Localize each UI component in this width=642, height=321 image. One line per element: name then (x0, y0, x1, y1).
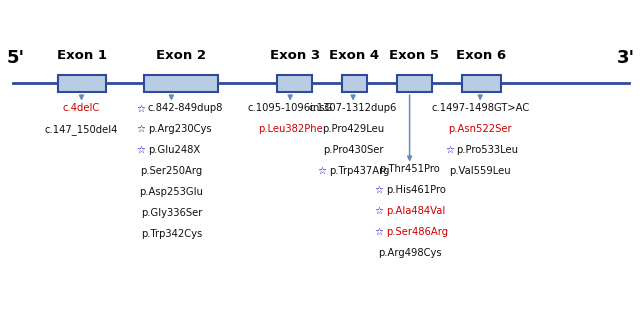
Text: Exon 3: Exon 3 (270, 49, 320, 62)
Text: p.Arg230Cys: p.Arg230Cys (148, 124, 211, 134)
Text: p.Trp342Cys: p.Trp342Cys (141, 229, 202, 239)
Text: p.Leu382Phe: p.Leu382Phe (258, 124, 322, 134)
Text: p.Glu248X: p.Glu248X (148, 145, 200, 155)
Bar (397, 75, 432, 92)
Text: c.842-849dup8: c.842-849dup8 (148, 103, 223, 113)
Text: ☆: ☆ (374, 206, 383, 216)
Text: p.Ser250Arg: p.Ser250Arg (141, 166, 202, 176)
Text: p.Thr451Pro: p.Thr451Pro (379, 164, 440, 174)
Text: p.Arg498Cys: p.Arg498Cys (377, 248, 442, 258)
Text: p.Ala484Val: p.Ala484Val (386, 206, 445, 216)
Text: 3': 3' (617, 49, 635, 67)
Text: Exon 4: Exon 4 (329, 49, 379, 62)
Text: p.Asn522Ser: p.Asn522Ser (448, 124, 512, 134)
Text: Exon 6: Exon 6 (456, 49, 507, 62)
Text: p.Trp437Arg: p.Trp437Arg (329, 166, 390, 176)
Text: p.Pro430Ser: p.Pro430Ser (323, 145, 383, 155)
Text: Exon 2: Exon 2 (157, 49, 206, 62)
Text: p.Gly336Ser: p.Gly336Ser (141, 208, 202, 218)
Text: c.1497-1498GT>AC: c.1497-1498GT>AC (431, 103, 530, 113)
Text: c.1307-1312dup6: c.1307-1312dup6 (309, 103, 397, 113)
Text: ☆: ☆ (374, 227, 383, 237)
Text: p.Ser486Arg: p.Ser486Arg (386, 227, 448, 237)
Text: ☆: ☆ (374, 185, 383, 195)
Text: ☆: ☆ (318, 166, 327, 176)
Text: p.Val559Leu: p.Val559Leu (449, 166, 511, 176)
Text: ☆: ☆ (136, 124, 145, 134)
Text: c.1095-1096insG: c.1095-1096insG (248, 103, 333, 113)
Text: 5': 5' (7, 49, 25, 67)
Text: c.4delC: c.4delC (63, 103, 100, 113)
Text: p.Pro429Leu: p.Pro429Leu (322, 124, 384, 134)
Bar (144, 75, 218, 92)
Text: Exon 1: Exon 1 (57, 49, 107, 62)
Bar (58, 75, 106, 92)
Bar (277, 75, 312, 92)
Text: Exon 5: Exon 5 (390, 49, 439, 62)
Text: ☆: ☆ (136, 145, 145, 155)
Text: p.Pro533Leu: p.Pro533Leu (456, 145, 519, 155)
Text: ☆: ☆ (136, 103, 145, 113)
Bar (342, 75, 367, 92)
Text: p.His461Pro: p.His461Pro (386, 185, 446, 195)
Text: c.147_150del4: c.147_150del4 (45, 124, 118, 134)
Text: p.Asp253Glu: p.Asp253Glu (139, 187, 204, 197)
Bar (462, 75, 501, 92)
Text: ☆: ☆ (445, 145, 454, 155)
